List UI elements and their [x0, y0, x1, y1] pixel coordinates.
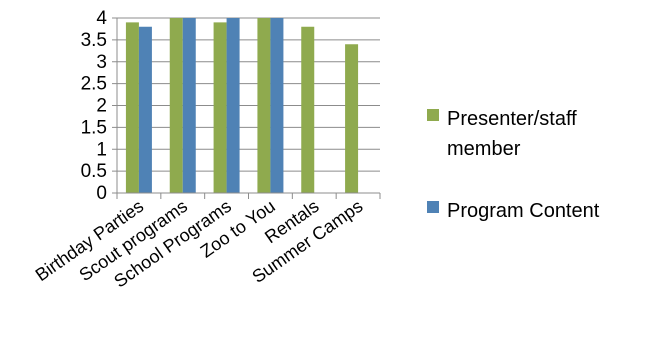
legend-label: member	[447, 138, 521, 160]
bar	[345, 44, 359, 193]
bar	[125, 22, 139, 193]
y-tick-label: 3.5	[81, 30, 107, 51]
y-tick-label: 1.5	[81, 117, 107, 138]
bar	[182, 18, 196, 193]
y-tick-labels: 00.511.522.533.54	[81, 8, 108, 204]
bar	[169, 18, 183, 193]
legend-label: Presenter/staff	[447, 108, 577, 130]
y-tick-label: 2.5	[81, 74, 107, 95]
bars	[125, 18, 359, 193]
legend-swatch	[427, 201, 439, 213]
bar	[257, 18, 271, 193]
y-tick-label: 0	[96, 183, 107, 204]
bar	[213, 22, 227, 193]
legend-swatch	[427, 109, 439, 121]
bar	[226, 18, 240, 193]
y-tick-label: 3	[96, 52, 107, 73]
legend-label: Program Content	[447, 200, 600, 222]
y-tick-label: 0.5	[81, 161, 107, 182]
y-tick-label: 2	[96, 96, 107, 117]
gridlines	[117, 17, 380, 172]
y-tick-label: 4	[96, 8, 107, 29]
y-tick-label: 1	[96, 139, 107, 160]
legend: Presenter/staff member Program Content	[427, 108, 600, 222]
axes	[112, 17, 381, 199]
bar	[270, 18, 284, 193]
bar	[301, 26, 315, 193]
bar	[138, 26, 152, 193]
